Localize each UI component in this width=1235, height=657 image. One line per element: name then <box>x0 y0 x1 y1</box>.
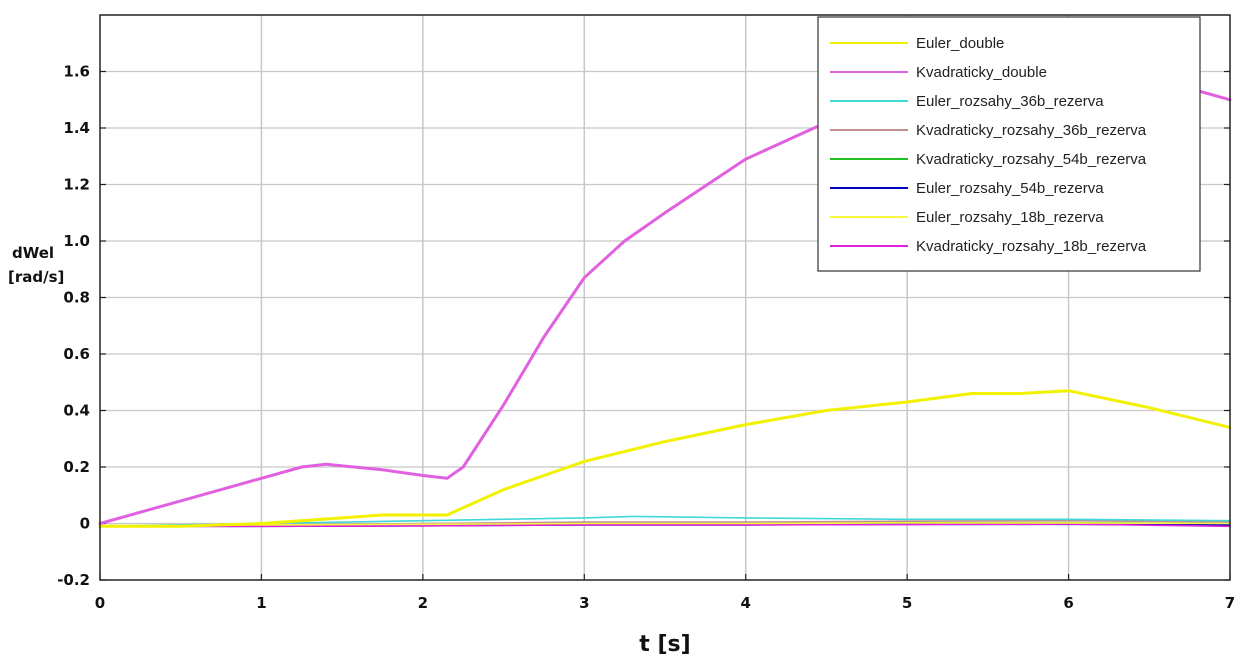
x-axis-label: t [s] <box>639 632 690 657</box>
y-tick-label: 1.6 <box>63 63 90 81</box>
legend-entry: Euler_double <box>916 35 1004 52</box>
x-tick-label: 3 <box>579 594 589 612</box>
series-line <box>99 523 1231 528</box>
y-tick-label: 0.4 <box>63 402 90 420</box>
legend-entry: Euler_rozsahy_54b_rezerva <box>916 180 1104 197</box>
series-line <box>98 389 1232 528</box>
y-tick-label: 1.0 <box>63 232 90 250</box>
y-tick-label: 0.8 <box>63 289 90 307</box>
legend: Euler_double Kvadraticky_double Euler_rozs… <box>817 16 1201 272</box>
y-tick-label: 1.4 <box>63 119 90 137</box>
legend-box <box>817 16 1201 272</box>
x-tick-label: 0 <box>95 594 105 612</box>
y-tick-labels: -0.2 0 0.2 0.4 0.6 0.8 1.0 1.2 1.4 1.6 <box>57 63 90 590</box>
x-tick-label: 6 <box>1063 594 1073 612</box>
y-tick-label: 0.6 <box>63 345 90 363</box>
x-tick-label: 1 <box>256 594 266 612</box>
legend-entry: Kvadraticky_rozsahy_36b_rezerva <box>916 122 1147 139</box>
x-tick-label: 5 <box>902 594 912 612</box>
series-lines <box>98 70 1232 528</box>
series-line <box>99 522 1231 528</box>
series-line <box>99 515 1231 528</box>
legend-entry: Euler_rozsahy_36b_rezerva <box>916 93 1104 110</box>
y-axis-label-line2: [rad/s] <box>8 268 64 286</box>
plot-frame <box>99 14 1231 581</box>
legend-entry: Kvadraticky_double <box>916 64 1047 81</box>
x-tick-labels: 0 1 2 3 4 5 6 7 <box>95 594 1235 612</box>
y-tick-label: 0.2 <box>63 458 90 476</box>
legend-entry: Euler_rozsahy_18b_rezerva <box>916 209 1104 226</box>
legend-entry: Kvadraticky_rozsahy_54b_rezerva <box>916 151 1147 168</box>
y-tick-label: 0 <box>80 515 90 533</box>
x-tick-label: 4 <box>740 594 750 612</box>
y-tick-label: -0.2 <box>57 571 90 589</box>
y-axis-label-line1: dWel <box>12 244 54 262</box>
x-tick-label: 7 <box>1225 594 1235 612</box>
y-tick-label: 1.2 <box>63 176 90 194</box>
legend-entry: Kvadraticky_rozsahy_18b_rezerva <box>916 238 1147 255</box>
x-tick-label: 2 <box>418 594 428 612</box>
